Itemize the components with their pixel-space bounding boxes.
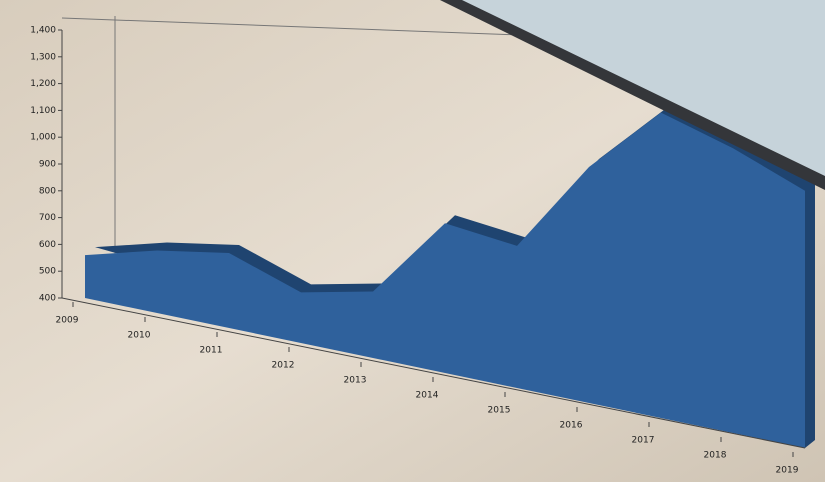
x-axis [61,297,806,449]
x-tick-label: 2009 [56,316,79,326]
x-tick-label: 2019 [776,466,799,476]
x-tick-label: 2013 [344,376,367,386]
corner-panel [462,0,825,176]
y-tick-label: 1,000 [30,133,56,143]
x-tick-label: 2014 [416,391,439,401]
x-tick-label: 2012 [272,361,295,371]
x-tick-label: 2016 [560,421,583,431]
x-tick-label: 2015 [488,406,511,416]
y-tick-label: 400 [39,294,56,304]
back-wall [61,17,521,36]
y-tick-label: 500 [39,267,56,277]
y-tick-label: 600 [39,240,56,250]
y-tick-label: 700 [39,213,56,223]
y-tick-label: 800 [39,186,56,196]
x-tick-label: 2018 [704,451,727,461]
y-tick-label: 1,400 [30,26,56,36]
y-tick-label: 1,200 [30,79,56,89]
y-tick-label: 1,100 [30,106,56,116]
area [85,112,805,449]
x-tick-label: 2011 [200,346,223,356]
y-tick-label: 1,300 [30,52,56,62]
y-tick-label: 900 [39,160,56,170]
plot-area: 400 500 600 700 800 900 1,000 1,100 1,200 1,300 1,… [30,16,815,476]
x-tick-label: 2010 [128,331,151,341]
x-tick-label: 2017 [632,436,655,446]
